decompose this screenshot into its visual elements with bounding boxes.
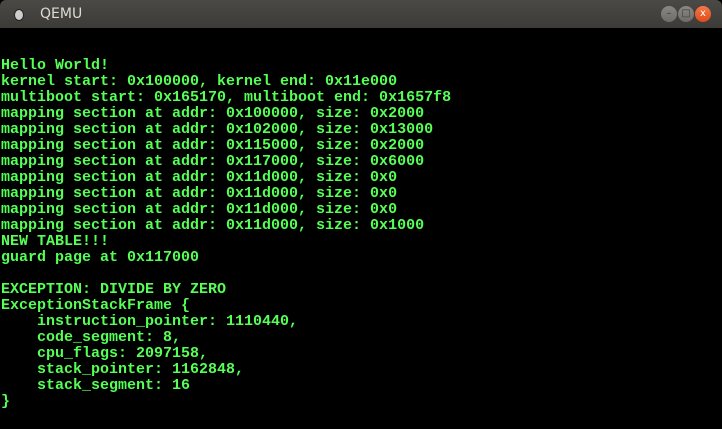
console-line [1,266,451,282]
console-line: mapping section at addr: 0x102000, size:… [1,121,434,138]
console-line: mapping section at addr: 0x100000, size:… [1,105,425,122]
console-line: } [1,393,11,410]
console-line: mapping section at addr: 0x11d000, size:… [1,185,398,202]
console-line: mapping section at addr: 0x11d000, size:… [1,169,398,186]
console-line: cpu_flags: 2097158, [1,345,209,362]
qemu-app-icon [14,9,24,21]
console-line: guard page at 0x117000 [1,249,200,266]
console-line: stack_pointer: 1162848, [1,361,245,378]
console-line: mapping section at addr: 0x11d000, size:… [1,201,398,218]
vga-console-screen[interactable]: Hello World! kernel start: 0x100000, kern… [0,28,722,429]
console-line: kernel start: 0x100000, kernel end: 0x11… [1,73,398,90]
window-title: QEMU [40,6,83,22]
console-line: mapping section at addr: 0x11d000, size:… [1,217,425,234]
console-line: instruction_pointer: 1110440, [1,313,299,330]
close-button[interactable]: x [695,6,711,22]
console-line: multiboot start: 0x165170, multiboot end… [1,89,452,106]
console-line: mapping section at addr: 0x117000, size:… [1,153,425,170]
minimize-button[interactable]: – [661,6,677,22]
console-line: Hello World! [1,57,110,74]
console-line: NEW TABLE!!! [1,233,110,250]
console-line: code_segment: 8, [1,329,182,346]
console-output: Hello World! kernel start: 0x100000, kern… [1,58,451,410]
title-bar[interactable]: QEMU – □ x [0,0,722,28]
console-line: ExceptionStackFrame { [1,297,191,314]
console-line: mapping section at addr: 0x115000, size:… [1,137,425,154]
maximize-button[interactable]: □ [678,6,694,22]
console-line: EXCEPTION: DIVIDE BY ZERO [1,281,227,298]
console-line: stack_segment: 16 [1,377,191,394]
